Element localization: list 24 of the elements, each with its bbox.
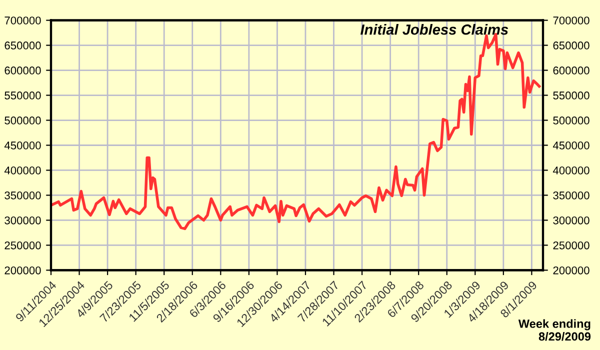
y2-tick-label: 450000 bbox=[552, 142, 590, 150]
y-tick-label: 200000 bbox=[4, 266, 41, 274]
y2-tick-label: 550000 bbox=[553, 92, 590, 100]
y-tick-label: 700000 bbox=[4, 16, 41, 24]
chart-title: Initial Jobless Claims bbox=[360, 24, 508, 35]
y-tick-label: 250000 bbox=[4, 241, 41, 250]
y2-tick-label: 350000 bbox=[553, 191, 590, 200]
text: Week ending 8/29/2009 bbox=[518, 319, 591, 341]
y2-tick-label: 300000 bbox=[553, 216, 590, 224]
y-tick-label: 550000 bbox=[4, 92, 41, 100]
y-tick-label: 300000 bbox=[4, 216, 41, 224]
y2-tick-label: 500000 bbox=[553, 116, 590, 124]
y2-tick-label: 250000 bbox=[553, 241, 590, 250]
y2-tick-label: 700000 bbox=[553, 16, 590, 24]
y-tick-label: 400000 bbox=[4, 166, 41, 174]
y-tick-label: 500000 bbox=[4, 116, 41, 124]
y-tick-label: 350000 bbox=[4, 191, 41, 200]
y2-tick-label: 400000 bbox=[552, 166, 590, 174]
y-tick-label: 650000 bbox=[4, 42, 41, 50]
y2-tick-label: 200000 bbox=[553, 266, 590, 274]
y-tick-label: 450000 bbox=[4, 142, 41, 150]
y2-tick-label: 600000 bbox=[553, 66, 590, 74]
y-tick-label: 600000 bbox=[4, 66, 41, 74]
y2-tick-label: 650000 bbox=[553, 42, 590, 50]
